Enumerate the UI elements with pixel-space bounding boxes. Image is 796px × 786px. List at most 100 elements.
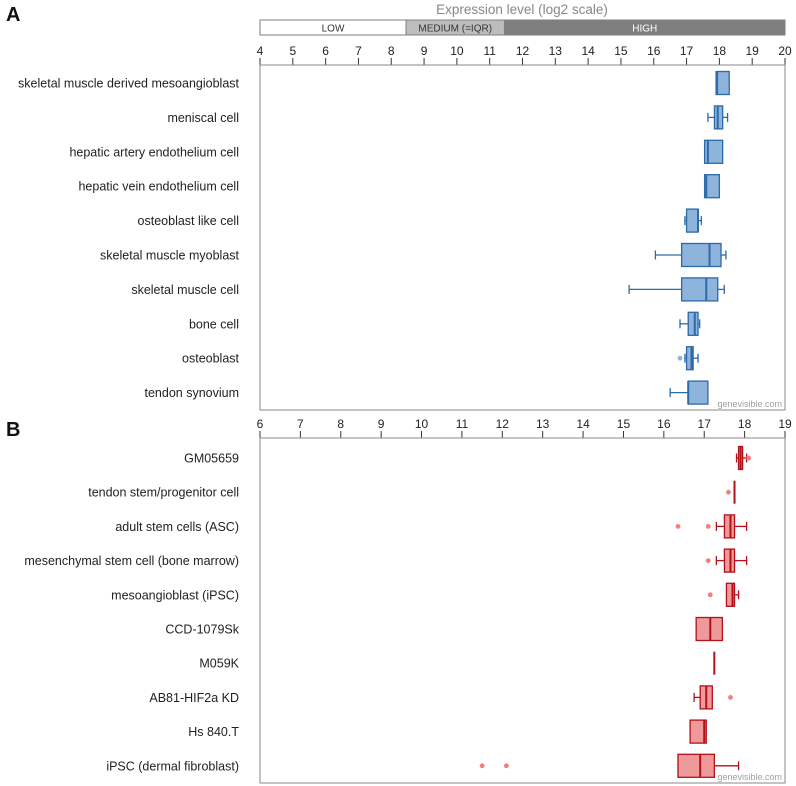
b-category-label: adult stem cells (ASC)	[115, 520, 239, 534]
a-tick-label: 18	[713, 44, 727, 58]
panel-a-watermark: genevisible.com	[717, 399, 782, 409]
a-tick-label: 12	[516, 44, 530, 58]
a-row: osteoblast like cell	[138, 208, 702, 233]
level-band-label: LOW	[322, 24, 345, 35]
a-box	[680, 242, 722, 268]
a-row: skeletal muscle derived mesoangioblast	[18, 70, 730, 96]
b-category-label: GM05659	[184, 452, 239, 466]
a-tick-label: 13	[549, 44, 563, 58]
b-row: GM05659	[184, 445, 752, 471]
a-tick-label: 19	[746, 44, 760, 58]
a-box	[703, 139, 724, 164]
a-tick-label: 6	[322, 44, 329, 58]
a-category-label: osteoblast like cell	[138, 214, 239, 228]
a-outlier	[677, 355, 683, 361]
panel-b-rows: GM05659 tendon stem/progenitor cell adult …	[24, 445, 752, 778]
a-tick-label: 11	[483, 44, 496, 58]
b-tick-label: 19	[778, 417, 792, 431]
b-category-label: M059K	[199, 657, 239, 671]
b-outlier	[728, 695, 733, 700]
b-category-label: mesoangioblast (iPSC)	[111, 588, 239, 602]
a-box	[680, 277, 719, 302]
panel-a-label: A	[6, 4, 20, 26]
b-row: CCD-1079Sk	[165, 616, 724, 642]
b-tick-label: 9	[378, 417, 385, 431]
b-tick-label: 12	[496, 417, 510, 431]
b-outlier	[675, 524, 681, 529]
b-tick-label: 16	[657, 417, 671, 431]
b-outlier	[479, 763, 485, 769]
b-outlier	[705, 524, 711, 529]
a-tick-label: 14	[581, 44, 595, 58]
b-row: AB81-HIF2a KD	[149, 685, 733, 710]
a-category-label: skeletal muscle derived mesoangioblast	[18, 77, 239, 91]
panel-b-label: B	[6, 419, 20, 441]
a-category-label: hepatic artery endothelium cell	[69, 145, 239, 159]
panel-b-plot-frame	[259, 437, 786, 784]
b-tick-label: 6	[257, 417, 264, 431]
b-outlier	[746, 455, 752, 461]
b-tick-label: 11	[456, 417, 469, 431]
a-tick-label: 5	[289, 44, 296, 58]
expression-level-bands: LOW MEDIUM (=IQR) HIGH	[259, 19, 786, 36]
b-category-label: iPSC (dermal fibroblast)	[106, 759, 239, 773]
a-tick-label: 16	[647, 44, 661, 58]
a-category-label: osteoblast	[182, 352, 240, 366]
a-box	[685, 208, 699, 233]
b-box	[725, 582, 736, 607]
a-row: hepatic vein endothelium cell	[78, 174, 721, 199]
a-row: bone cell	[189, 311, 701, 336]
a-tick-label: 4	[257, 44, 264, 58]
a-category-label: skeletal muscle cell	[131, 283, 239, 297]
panel-b: B 6 7 8 9 10 11 12 13 14 15 16 17 18 19 GM05659 tendon…	[6, 417, 792, 784]
b-category-label: AB81-HIF2a KD	[149, 691, 239, 705]
b-box	[723, 548, 736, 573]
b-outlier	[503, 763, 509, 769]
a-box	[685, 346, 694, 371]
a-category-label: skeletal muscle myoblast	[100, 249, 239, 263]
b-category-label: mesenchymal stem cell (bone marrow)	[24, 554, 239, 568]
a-tick-label: 8	[388, 44, 395, 58]
a-tick-label: 15	[614, 44, 628, 58]
b-tick-label: 13	[536, 417, 550, 431]
a-box	[687, 311, 699, 336]
b-row: adult stem cells (ASC)	[115, 514, 748, 539]
b-tick-label: 7	[297, 417, 304, 431]
a-box	[703, 174, 721, 199]
b-row: mesoangioblast (iPSC)	[111, 582, 740, 607]
level-band-label: HIGH	[632, 24, 657, 35]
b-box	[695, 616, 724, 642]
a-tick-label: 10	[450, 44, 464, 58]
panel-a-rows: skeletal muscle derived mesoangioblast me…	[18, 70, 730, 405]
a-category-label: hepatic vein endothelium cell	[78, 180, 239, 194]
b-outlier	[705, 558, 711, 563]
a-category-label: bone cell	[189, 317, 239, 331]
b-row: M059K	[199, 651, 716, 675]
a-row: skeletal muscle myoblast	[100, 242, 727, 268]
level-band-label: MEDIUM (=IQR)	[418, 24, 492, 35]
panel-a-x-axis: 4 5 6 7 8 9 10 11 12 13 14 15 16 17 18 19 20	[257, 44, 792, 66]
b-row: tendon stem/progenitor cell	[88, 480, 736, 504]
panel-b-x-axis: 6 7 8 9 10 11 12 13 14 15 16 17 18 19	[257, 417, 792, 439]
a-row: osteoblast	[182, 346, 699, 371]
b-tick-label: 8	[337, 417, 344, 431]
panel-a-plot-frame	[259, 64, 786, 411]
panel-a: A Expression level (log2 scale) LOW MEDIU…	[6, 2, 792, 411]
b-box	[723, 514, 736, 539]
level-band-high	[503, 19, 786, 36]
b-category-label: Hs 840.T	[188, 725, 239, 739]
b-tick-label: 14	[576, 417, 590, 431]
b-tick-label: 17	[698, 417, 712, 431]
a-row: hepatic artery endothelium cell	[69, 139, 724, 164]
a-row: skeletal muscle cell	[131, 277, 725, 302]
b-tick-label: 10	[415, 417, 429, 431]
a-category-label: tendon synovium	[144, 386, 239, 400]
a-tick-label: 9	[421, 44, 428, 58]
b-box	[689, 719, 707, 744]
b-tick-label: 18	[738, 417, 752, 431]
panel-a-title: Expression level (log2 scale)	[436, 2, 608, 17]
panel-b-watermark: genevisible.com	[717, 772, 782, 782]
b-row: Hs 840.T	[188, 719, 707, 744]
a-row: meniscal cell	[167, 105, 729, 130]
